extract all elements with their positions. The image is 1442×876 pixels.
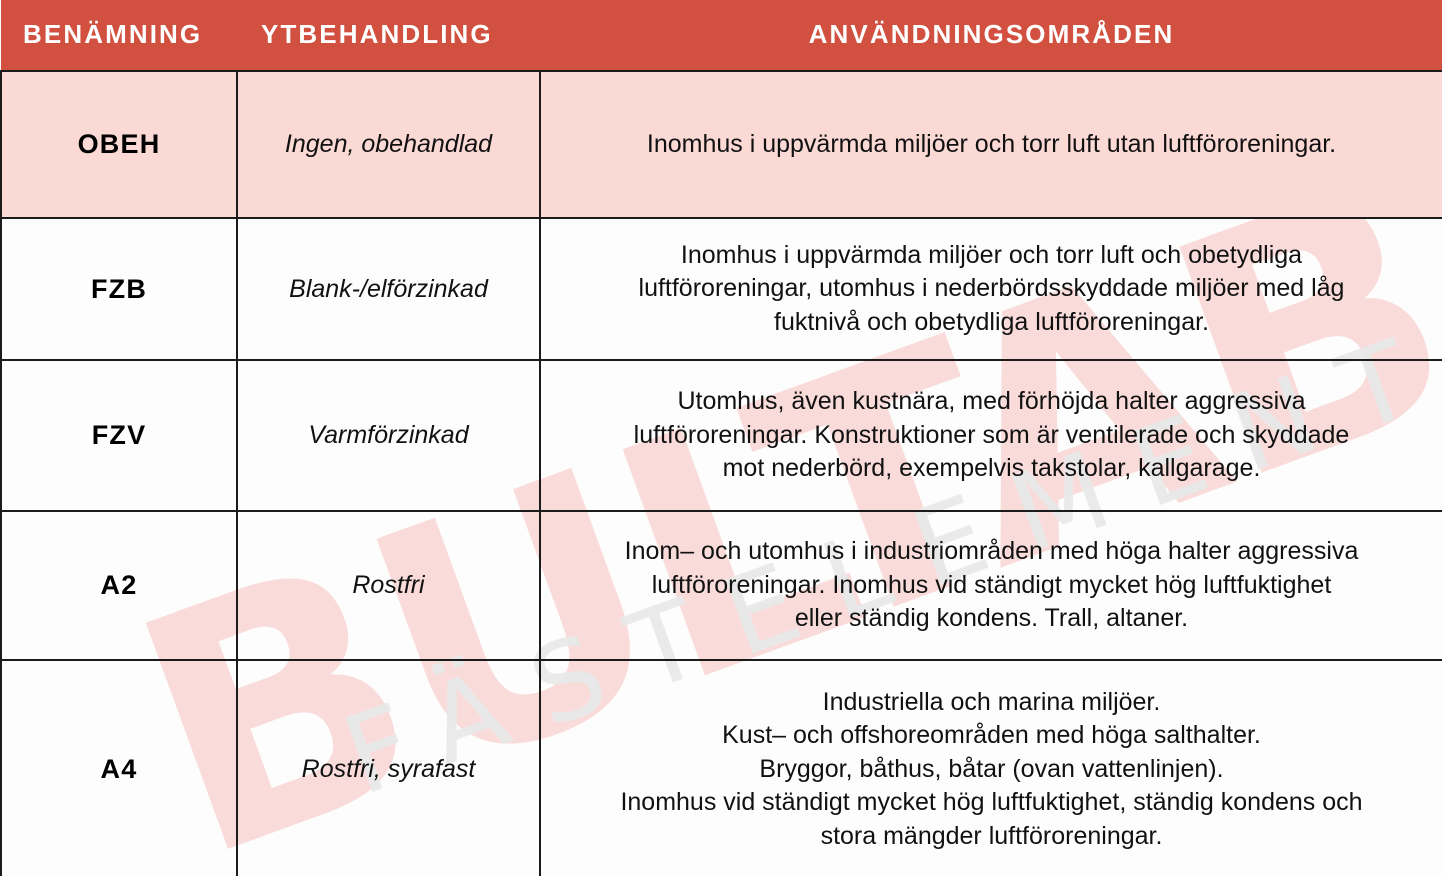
cell-usage: Industriella och marina miljöer. Kust– o… xyxy=(539,659,1442,876)
usage-line: Kust– och offshoreområden med höga salth… xyxy=(722,721,1261,750)
cell-usage: Inomhus i uppvärmda miljöer och torr luf… xyxy=(539,217,1442,361)
table-header-row: BENÄMNING YTBEHANDLING ANVÄNDNINGSOMRÅDE… xyxy=(1,0,1442,71)
usage-line: Bryggor, båthus, båtar (ovan vattenlinje… xyxy=(759,754,1224,783)
cell-code: A2 xyxy=(0,510,238,661)
table-row: A4 Rostfri, syrafast Industriella och ma… xyxy=(0,659,1442,876)
usage-line: luftföroreningar, utomhus i nederbördssk… xyxy=(638,274,1345,303)
table-row: A2 Rostfri Inom– och utomhus i industrio… xyxy=(0,510,1442,661)
usage-line: Utomhus, även kustnära, med förhöjda hal… xyxy=(677,387,1306,416)
usage-line: mot nederbörd, exempelvis takstolar, kal… xyxy=(722,454,1261,483)
cell-treatment: Rostfri xyxy=(236,510,541,661)
usage-line: luftföroreningar. Konstruktioner som är … xyxy=(633,420,1350,449)
cell-treatment: Ingen, obehandlad xyxy=(236,70,541,219)
usage-line: Inomhus i uppvärmda miljöer och torr luf… xyxy=(646,129,1337,158)
usage-line: Inom– och utomhus i industriområden med … xyxy=(624,537,1359,566)
column-header-ytbehandling: YTBEHANDLING xyxy=(237,0,540,71)
table-header: BENÄMNING YTBEHANDLING ANVÄNDNINGSOMRÅDE… xyxy=(1,0,1442,71)
cell-usage: Inom– och utomhus i industriområden med … xyxy=(539,510,1442,661)
usage-line: stora mängder luftföroreningar. xyxy=(820,821,1163,850)
cell-treatment: Blank-/elförzinkad xyxy=(236,217,541,361)
cell-usage: Utomhus, även kustnära, med förhöjda hal… xyxy=(539,359,1442,512)
usage-line: Inomhus vid ständigt mycket hög luftfukt… xyxy=(620,788,1363,817)
cell-code: FZB xyxy=(0,217,238,361)
table-row: OBEH Ingen, obehandlad Inomhus i uppvärm… xyxy=(0,70,1442,219)
usage-line: Industriella och marina miljöer. xyxy=(822,687,1161,716)
cell-treatment: Varmförzinkad xyxy=(236,359,541,512)
usage-line: fuktnivå och obetydliga luftföroreningar… xyxy=(774,307,1209,336)
table-row: FZB Blank-/elförzinkad Inomhus i uppvärm… xyxy=(0,217,1442,361)
cell-usage: Inomhus i uppvärmda miljöer och torr luf… xyxy=(539,70,1442,219)
table-body: OBEH Ingen, obehandlad Inomhus i uppvärm… xyxy=(0,70,1442,876)
usage-line: eller ständig kondens. Trall, altaner. xyxy=(794,604,1189,633)
cell-code: A4 xyxy=(0,659,238,876)
usage-line: luftföroreningar. Inomhus vid ständigt m… xyxy=(651,570,1332,599)
table-row: FZV Varmförzinkad Utomhus, även kustnära… xyxy=(0,359,1442,512)
usage-line: Inomhus i uppvärmda miljöer och torr luf… xyxy=(680,240,1303,269)
column-header-benamning: BENÄMNING xyxy=(1,0,237,71)
column-header-anvandningsomraden: ANVÄNDNINGSOMRÅDEN xyxy=(540,0,1442,71)
cell-treatment: Rostfri, syrafast xyxy=(236,659,541,876)
cell-code: OBEH xyxy=(0,70,238,219)
cell-code: FZV xyxy=(0,359,238,512)
